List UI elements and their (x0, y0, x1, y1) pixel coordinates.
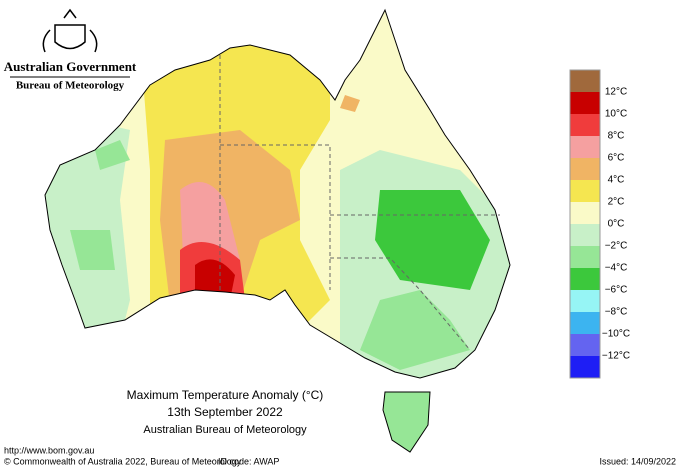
map-title: Maximum Temperature Anomaly (°C) (127, 388, 324, 402)
legend-swatch (570, 334, 600, 356)
legend-swatch (570, 202, 600, 224)
legend-label: 4°C (608, 175, 625, 186)
coat-of-arms (42, 8, 98, 53)
legend-swatch (570, 70, 600, 92)
legend-label: −2°C (605, 241, 628, 252)
map-source: Australian Bureau of Meteorology (143, 424, 307, 436)
legend-swatch (570, 180, 600, 202)
legend-label: −6°C (605, 285, 628, 296)
legend-swatch (570, 356, 600, 378)
legend-swatch (570, 268, 600, 290)
legend-label: −8°C (605, 307, 628, 318)
legend-swatch (570, 246, 600, 268)
legend-label: −12°C (602, 351, 630, 362)
header-agency: Bureau of Meteorology (16, 80, 125, 92)
legend-swatch (570, 312, 600, 334)
legend-swatch (570, 92, 600, 114)
legend-label: 2°C (608, 197, 625, 208)
footer-issued: Issued: 14/09/2022 (599, 456, 676, 466)
map-outline (44, 8, 511, 453)
legend-label: −10°C (602, 329, 630, 340)
legend-swatch (570, 158, 600, 180)
legend-label: 0°C (608, 219, 625, 230)
legend-label: 10°C (605, 109, 627, 120)
legend-swatch (570, 114, 600, 136)
legend-swatch (570, 224, 600, 246)
legend-label: 12°C (605, 87, 627, 98)
legend-label: 8°C (608, 131, 625, 142)
header-government: Australian Government (4, 59, 137, 74)
footer-url: http://www.bom.gov.au (4, 445, 94, 455)
legend-swatch (570, 290, 600, 312)
legend-label: 6°C (608, 153, 625, 164)
legend-frame (569, 69, 601, 379)
footer-id: ID code: AWAP (218, 456, 279, 466)
legend: 12°C 10°C 8°C 6°C 4°C 2°C 0°C −2°C −4°C −6°C −8°C −… (569, 69, 630, 379)
legend-label: −4°C (605, 263, 628, 274)
footer-copyright: © Commonwealth of Australia 2022, Bureau… (4, 456, 242, 466)
map-date: 13th September 2022 (167, 405, 283, 419)
legend-swatch (570, 136, 600, 158)
